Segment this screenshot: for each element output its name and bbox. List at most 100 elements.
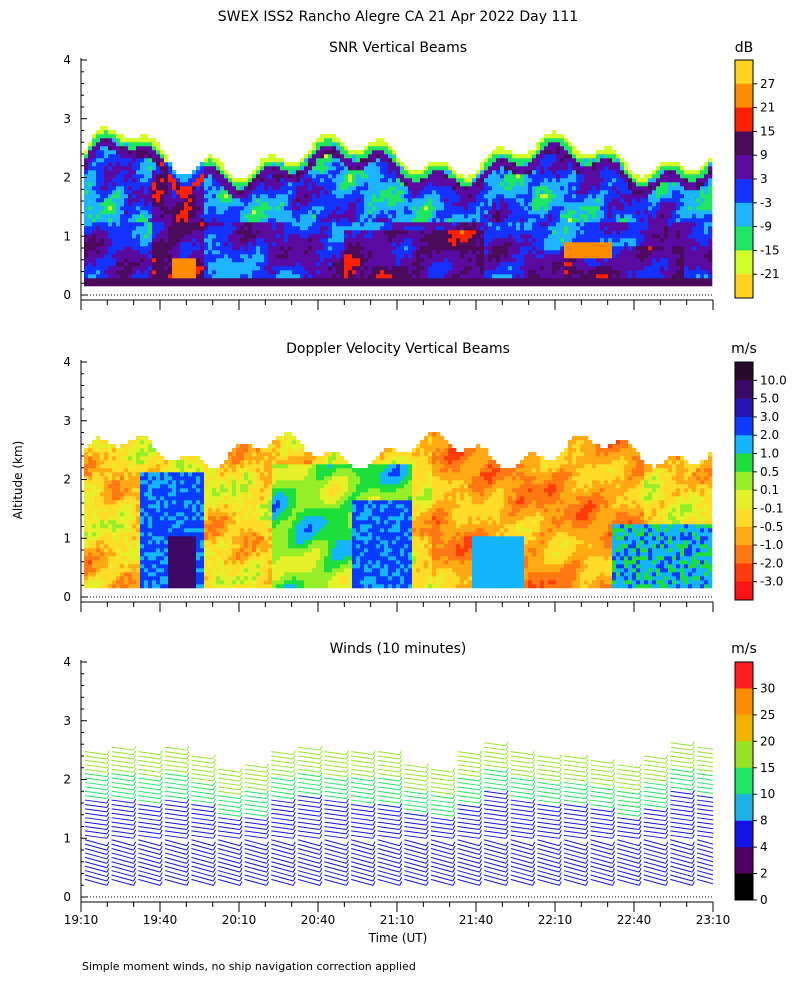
snr-cell bbox=[88, 214, 93, 219]
snr-cell bbox=[580, 230, 585, 235]
snr-cell bbox=[664, 242, 669, 247]
snr-cell bbox=[92, 210, 97, 215]
snr-cell bbox=[92, 230, 97, 235]
snr-cell bbox=[620, 234, 625, 239]
snr-cell bbox=[404, 230, 409, 235]
snr-cell bbox=[148, 242, 153, 247]
snr-cell bbox=[240, 222, 245, 227]
snr-cell bbox=[688, 266, 693, 271]
snr-cell bbox=[504, 186, 509, 191]
snr-cell bbox=[188, 202, 193, 207]
snr-cell bbox=[632, 182, 637, 187]
snr-cell bbox=[500, 182, 505, 187]
snr-cell bbox=[468, 238, 473, 243]
snr-cell bbox=[208, 262, 213, 267]
snr-cell bbox=[424, 234, 429, 239]
snr-cell bbox=[680, 198, 685, 203]
snr-cell bbox=[344, 282, 349, 287]
snr-cell bbox=[196, 246, 201, 251]
snr-cell bbox=[640, 234, 645, 239]
snr-cell bbox=[396, 170, 401, 175]
snr-cell bbox=[200, 242, 205, 247]
snr-cell bbox=[120, 194, 125, 199]
snr-cell bbox=[524, 234, 529, 239]
snr-cell bbox=[112, 258, 117, 263]
snr-cell bbox=[92, 190, 97, 195]
snr-cell bbox=[328, 146, 333, 151]
snr-cell bbox=[460, 178, 465, 183]
snr-cell bbox=[344, 146, 349, 151]
snr-cell bbox=[212, 182, 217, 187]
snr-cell bbox=[288, 266, 293, 271]
snr-cell bbox=[564, 194, 569, 199]
snr-cell bbox=[496, 270, 501, 275]
snr-cell bbox=[96, 138, 101, 143]
snr-cell bbox=[592, 278, 597, 283]
snr-cell bbox=[308, 154, 313, 159]
snr-cell bbox=[184, 202, 189, 207]
snr-cell bbox=[564, 190, 569, 195]
snr-cell bbox=[532, 150, 537, 155]
snr-cell bbox=[424, 178, 429, 183]
snr-cell bbox=[236, 258, 241, 263]
snr-cell bbox=[100, 162, 105, 167]
snr-cell bbox=[304, 222, 309, 227]
snr-cell bbox=[132, 282, 137, 287]
snr-cell bbox=[512, 246, 517, 251]
snr-cell bbox=[128, 190, 133, 195]
snr-cell bbox=[440, 250, 445, 255]
snr-cell bbox=[352, 254, 357, 259]
snr-cell bbox=[628, 198, 633, 203]
snr-cell bbox=[232, 282, 237, 287]
snr-cell bbox=[264, 182, 269, 187]
snr-cell bbox=[372, 218, 377, 223]
snr-cell bbox=[216, 238, 221, 243]
snr-cell bbox=[536, 218, 541, 223]
snr-cell bbox=[152, 186, 157, 191]
snr-cell bbox=[192, 194, 197, 199]
snr-cell bbox=[128, 234, 133, 239]
snr-cell bbox=[372, 202, 377, 207]
snr-cell bbox=[556, 162, 561, 167]
snr-cell bbox=[168, 282, 173, 287]
snr-cell bbox=[432, 242, 437, 247]
snr-cell bbox=[404, 238, 409, 243]
snr-cell bbox=[444, 258, 449, 263]
snr-cell bbox=[352, 190, 357, 195]
snr-cell bbox=[316, 226, 321, 231]
snr-cell bbox=[268, 182, 273, 187]
snr-cell bbox=[180, 226, 185, 231]
snr-cell bbox=[408, 178, 413, 183]
snr-cell bbox=[312, 282, 317, 287]
snr-cell bbox=[272, 162, 277, 167]
snr-cell bbox=[264, 282, 269, 287]
snr-cell bbox=[492, 274, 497, 279]
snr-cell bbox=[404, 190, 409, 195]
snr-cell bbox=[436, 198, 441, 203]
snr-cell bbox=[636, 238, 641, 243]
snr-cell bbox=[680, 214, 685, 219]
snr-panel-title: SNR Vertical Beams bbox=[329, 40, 467, 56]
snr-cell bbox=[252, 262, 257, 267]
snr-cell bbox=[360, 282, 365, 287]
snr-cell bbox=[176, 230, 181, 235]
snr-cell bbox=[488, 278, 493, 283]
snr-cell bbox=[140, 274, 145, 279]
snr-cell bbox=[320, 194, 325, 199]
snr-cell bbox=[612, 170, 617, 175]
snr-cell bbox=[132, 250, 137, 255]
snr-cell bbox=[204, 254, 209, 259]
snr-cell bbox=[348, 246, 353, 251]
snr-cell bbox=[356, 258, 361, 263]
snr-cell bbox=[476, 186, 481, 191]
snr-cell bbox=[520, 242, 525, 247]
snr-cell bbox=[120, 170, 125, 175]
snr-cell bbox=[140, 226, 145, 231]
snr-cell bbox=[308, 278, 313, 283]
snr-cell bbox=[84, 182, 89, 187]
snr-cell bbox=[84, 250, 89, 255]
snr-cell bbox=[316, 266, 321, 271]
snr-cell bbox=[492, 194, 497, 199]
snr-cell bbox=[604, 174, 609, 179]
snr-cell bbox=[404, 258, 409, 263]
